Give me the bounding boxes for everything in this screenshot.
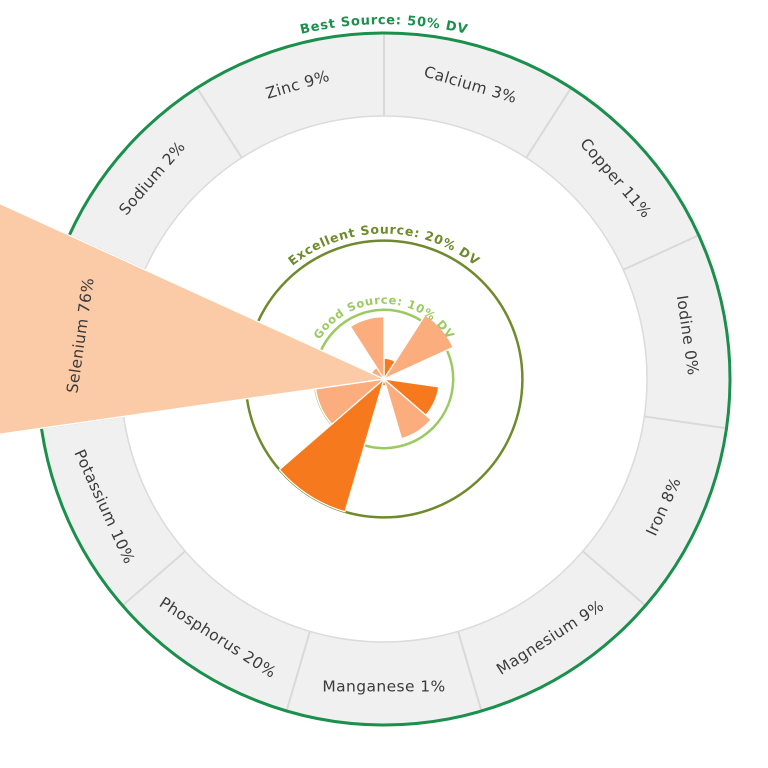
- wedge-zinc: [349, 316, 385, 380]
- sector-divider: [285, 631, 311, 712]
- sector-divider: [582, 550, 647, 607]
- wedge-magnesium: [383, 378, 432, 440]
- sector-divider: [196, 87, 243, 159]
- sector-divider: [121, 550, 186, 607]
- sector-label-manganese: Manganese 1%: [322, 677, 445, 695]
- excellent-source-ring-label: Excellent Source: 20% DV: [285, 222, 483, 269]
- sector-divider: [525, 87, 572, 159]
- wedge-copper: [383, 314, 454, 380]
- sector-divider: [457, 631, 483, 712]
- wedge-selenium: [0, 202, 385, 435]
- wedge-phosphorus: [278, 378, 385, 513]
- sector-divider: [622, 234, 700, 271]
- sector-divider: [644, 415, 727, 430]
